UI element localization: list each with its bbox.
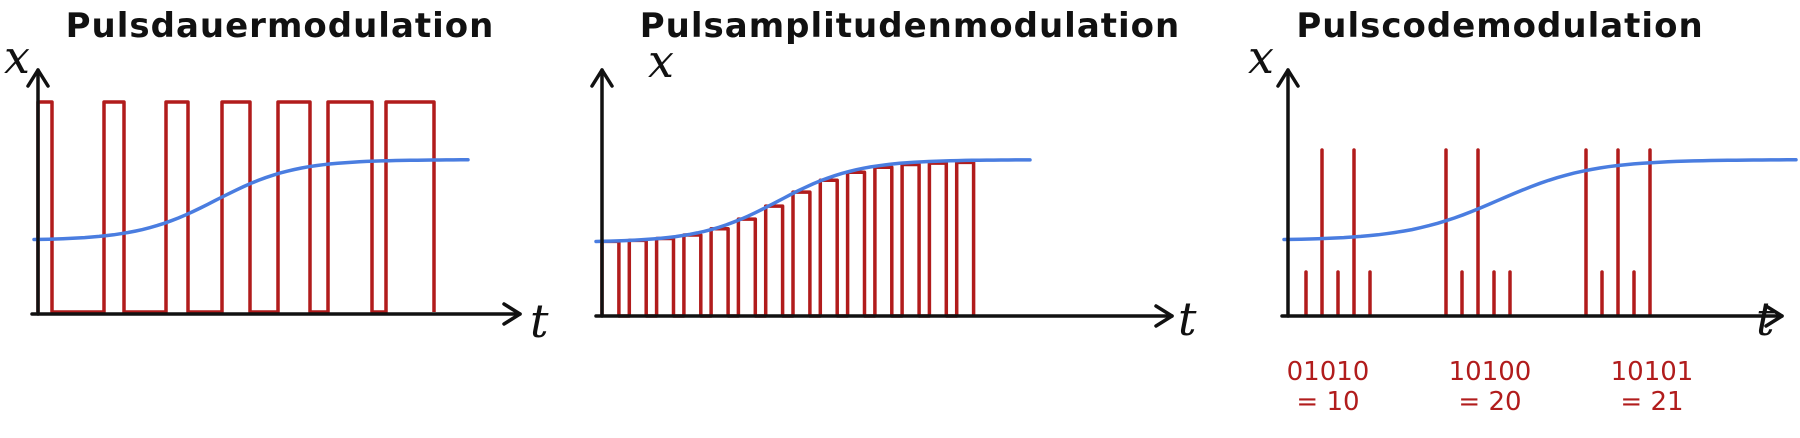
- y-axis-arrow: [26, 68, 50, 88]
- code-value: = 21: [1620, 386, 1684, 417]
- analog-signal-curve: [1282, 158, 1798, 242]
- pcm-plot: [1276, 68, 1798, 328]
- analog-signal-curve: [32, 158, 470, 242]
- y-axis-arrow: [590, 68, 614, 88]
- code-value: = 20: [1458, 386, 1522, 417]
- analog-signal-curve: [594, 158, 1032, 244]
- code-bits: 10100: [1448, 357, 1532, 387]
- x-axis-arrow: [1764, 304, 1784, 328]
- y-axis-label: x: [648, 34, 674, 88]
- y-axis-label: x: [1248, 30, 1274, 84]
- x-axis-arrow: [502, 302, 522, 326]
- code-label: 10101 = 21: [1592, 357, 1712, 418]
- code-bits: 01010: [1286, 357, 1370, 387]
- pdm-pulse-train: [36, 100, 436, 314]
- panel-pulscodemodulation: Pulscodemodulation x t 01010 = 10 10100 …: [1240, 0, 1800, 438]
- panel-title: Pulscodemodulation: [1296, 6, 1704, 46]
- x-axis-label: t: [530, 294, 549, 348]
- code-value: = 10: [1296, 386, 1360, 417]
- pdm-plot: [26, 68, 522, 326]
- y-axis-arrow: [1276, 68, 1300, 88]
- panel-pulsamplitudenmodulation: Pulsamplitudenmodulation x t: [590, 0, 1200, 438]
- panel-title: Pulsdauermodulation: [65, 6, 495, 46]
- x-axis-label: t: [1178, 292, 1197, 346]
- y-axis-label: x: [4, 30, 30, 84]
- pam-plot: [590, 68, 1174, 328]
- code-label: 01010 = 10: [1268, 357, 1388, 418]
- code-label: 10100 = 20: [1430, 357, 1550, 418]
- panel-pulsdauermodulation: Pulsdauermodulation x t: [0, 0, 560, 438]
- panel-title: Pulsamplitudenmodulation: [639, 6, 1181, 46]
- x-axis-arrow: [1154, 304, 1174, 328]
- code-bits: 10101: [1610, 357, 1694, 387]
